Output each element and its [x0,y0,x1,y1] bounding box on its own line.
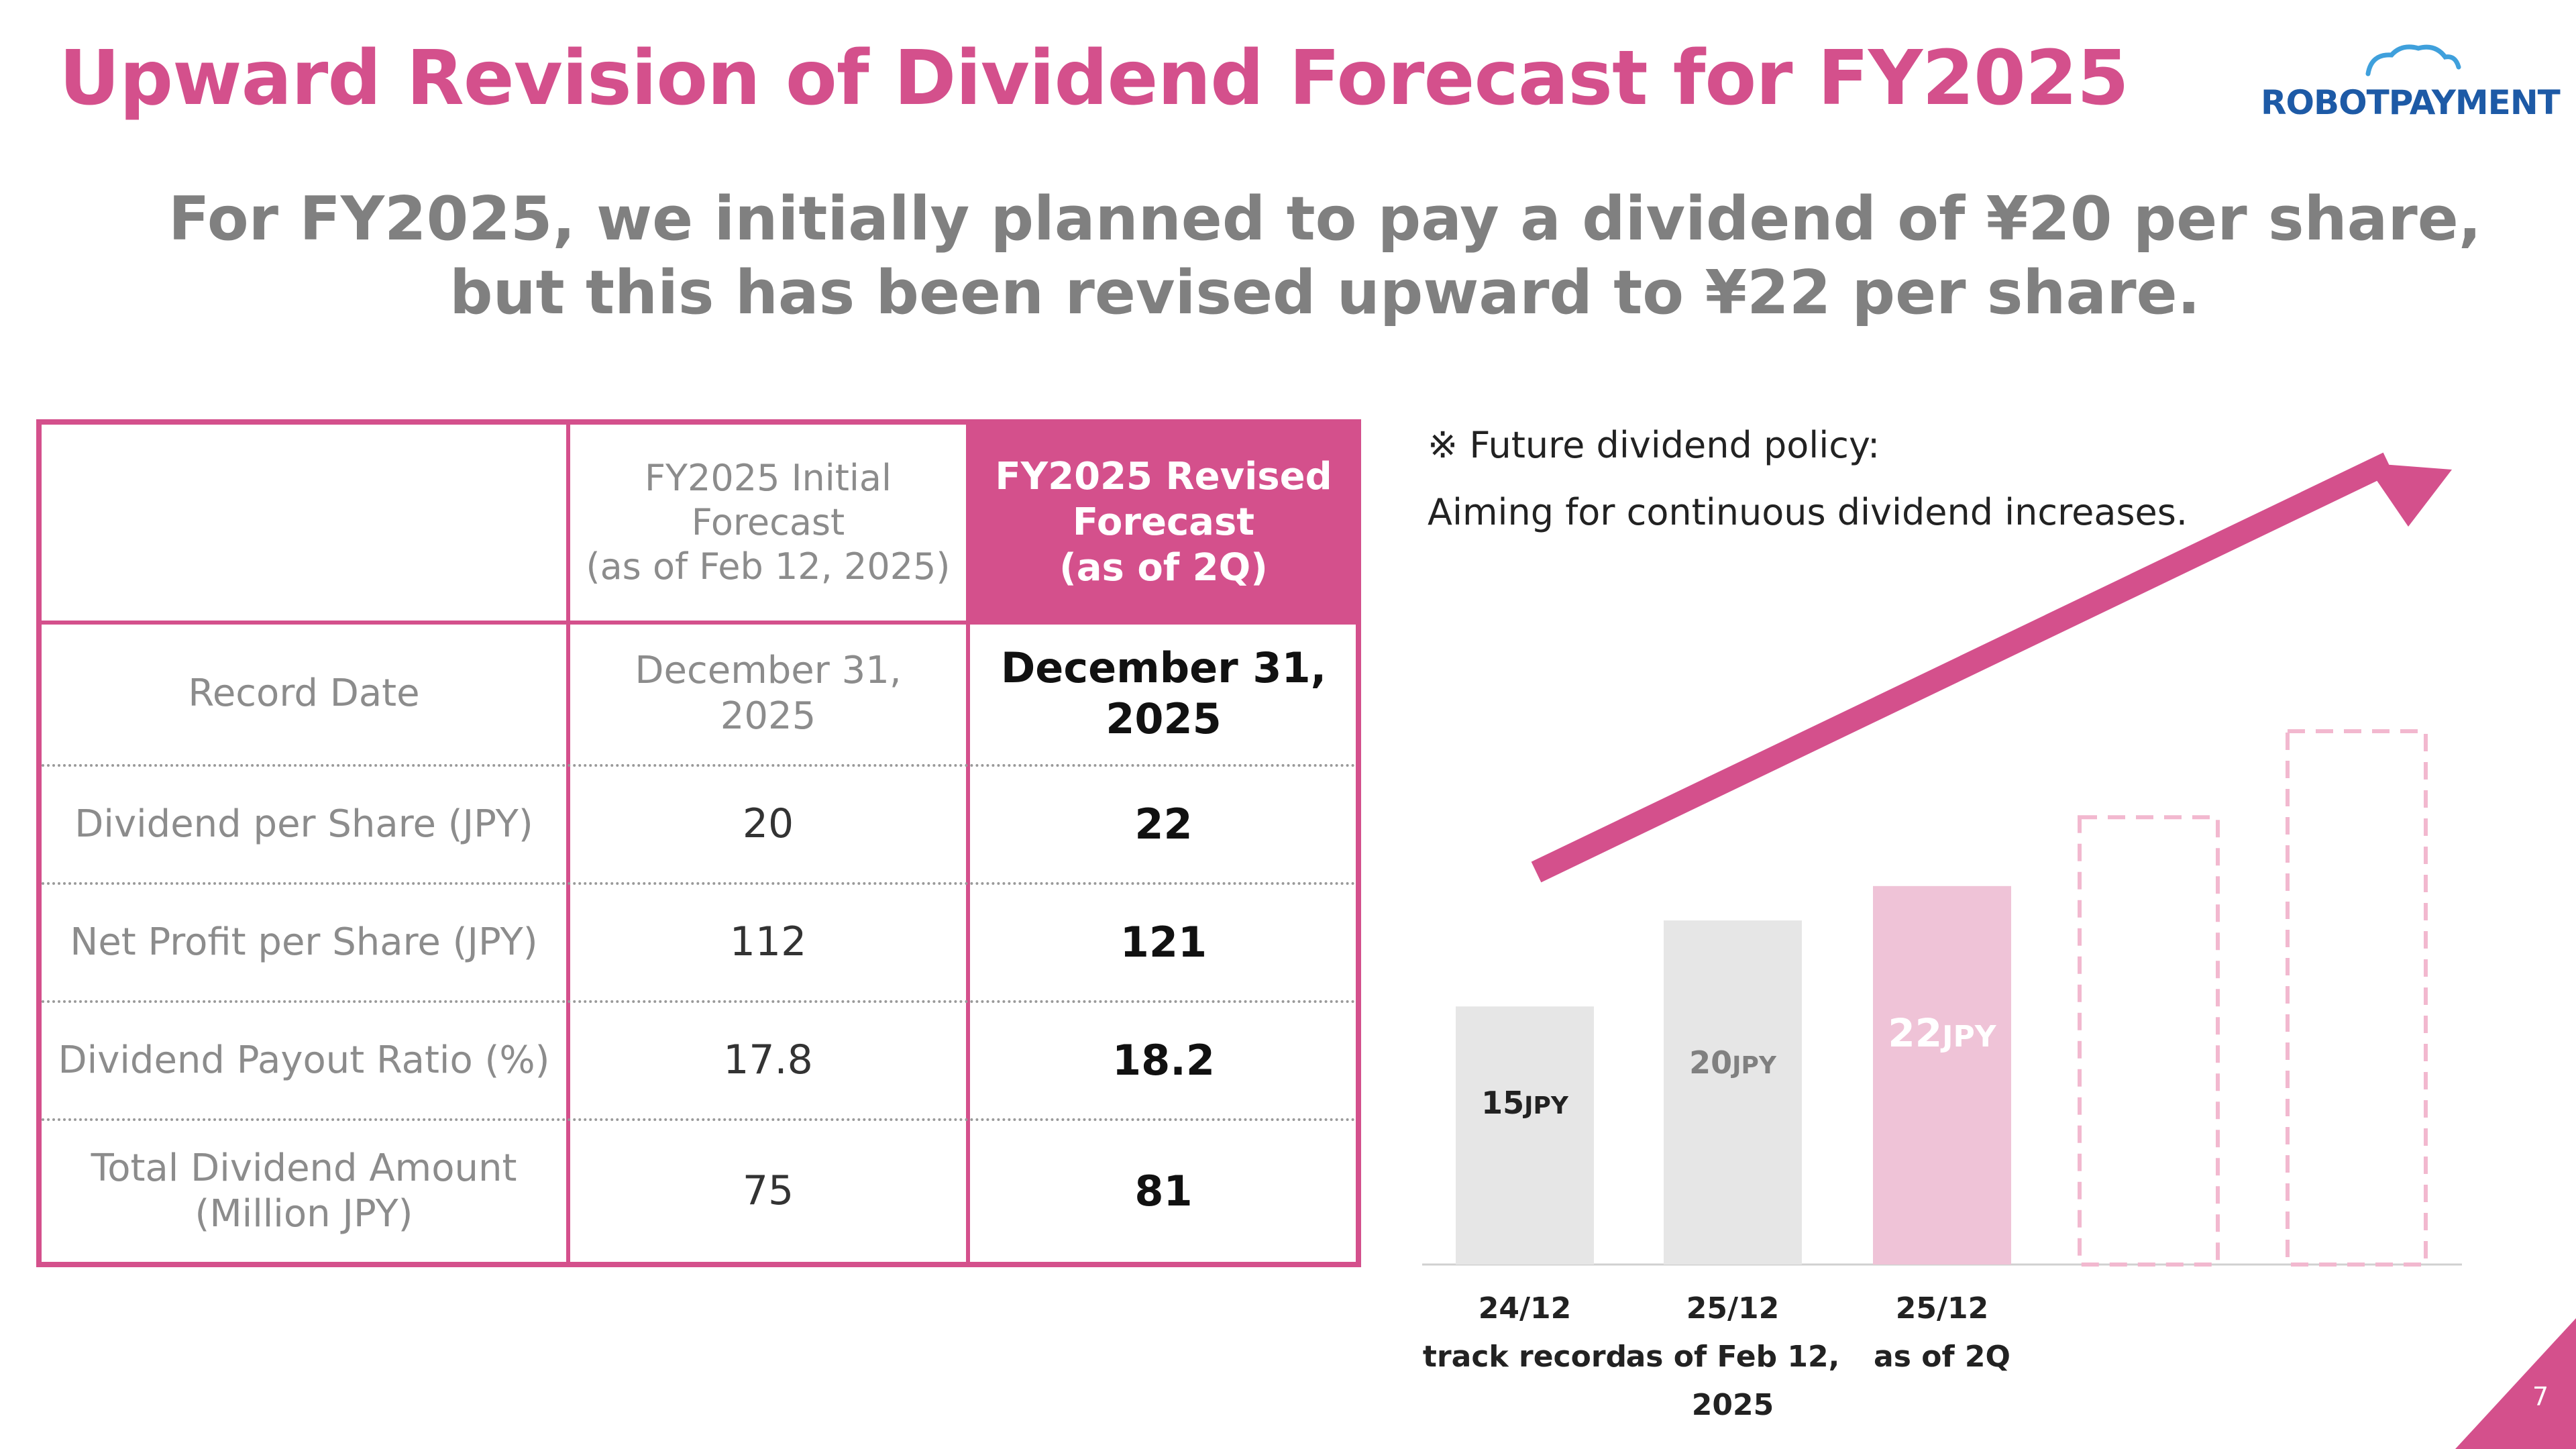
row-label-net-profit-per-share: Net Profit per Share (JPY) [42,885,566,1000]
trend-arrow-head [2365,463,2452,527]
cell-text: December 31, [635,648,902,692]
cell-revised-payout-ratio: 18.2 [970,1003,1357,1118]
cell-initial-net-profit-per-share: 112 [570,885,966,1000]
cell-text: December 31, [1000,643,1327,693]
row-label-text: Total Dividend Amount [91,1146,517,1190]
cell-text: 20 [742,800,794,848]
row-label-text: (Million JPY) [195,1192,413,1236]
logo-word-robot: ROBOT [2261,83,2390,122]
bar-value-label: 22JPY [1888,1010,1996,1056]
cell-text: 121 [1120,918,1208,967]
subtitle-line-1: For FY2025, we initially planned to pay … [168,184,2481,254]
x-tick-label: 2025 [1692,1388,1774,1422]
row-label-record-date: Record Date [42,625,566,763]
cell-revised-dividend-per-share: 22 [970,767,1357,882]
row-label-text: Net Profit per Share (JPY) [70,920,538,964]
table-divider [566,425,570,1262]
cell-revised-total-dividend: 81 [970,1121,1357,1262]
row-label-text: Dividend per Share (JPY) [74,802,533,846]
future-bar-placeholder [2286,729,2428,1267]
policy-heading: ※ Future dividend policy: [1428,424,1880,466]
cell-text: 81 [1134,1167,1193,1216]
page-title: Upward Revision of Dividend Forecast for… [59,35,2129,122]
subtitle: For FY2025, we initially planned to pay … [0,182,2576,330]
table-divider [966,425,970,1262]
table-divider [42,621,1356,625]
x-tick-label: 24/12 [1479,1291,1572,1326]
row-label-dividend-per-share: Dividend per Share (JPY) [42,767,566,882]
dividend-forecast-table: FY2025 Initial Forecast (as of Feb 12, 2… [36,419,1361,1267]
cell-text: 18.2 [1112,1036,1215,1085]
cell-initial-total-dividend: 75 [570,1121,966,1262]
x-tick-label: as of 2Q [1874,1340,2010,1374]
trend-arrow-shaft [1531,452,2394,883]
bar-value-label: 15JPY [1481,1085,1569,1121]
cloud-icon [2365,44,2461,76]
x-tick-label: 25/12 [1686,1291,1780,1326]
row-label-total-dividend: Total Dividend Amount (Million JPY) [42,1121,566,1262]
table-corner-cell [42,425,566,621]
header-revised-line: Forecast [1072,500,1255,544]
table-row-separator [42,1000,1356,1003]
header-initial-line: Forecast [691,501,845,544]
chart-bar [1664,920,1802,1265]
header-initial-line: (as of Feb 12, 2025) [586,545,951,588]
row-label-payout-ratio: Dividend Payout Ratio (%) [42,1003,566,1118]
table-row-separator [42,1118,1356,1121]
policy-text: Aiming for continuous dividend increases… [1428,491,2188,533]
company-logo: ROBOTPAYMENT [2254,40,2561,127]
bar-value-label: 20JPY [1689,1044,1777,1081]
cell-text: 2025 [720,694,816,738]
table-row-separator [42,882,1356,885]
cell-text: 22 [1134,800,1193,849]
header-revised-line: FY2025 Revised [995,454,1332,498]
cell-revised-record-date: December 31, 2025 [970,625,1357,763]
cell-text: 112 [729,918,807,966]
future-bar-placeholder [2078,815,2220,1267]
row-label-text: Dividend Payout Ratio (%) [58,1038,550,1082]
cell-initial-dividend-per-share: 20 [570,767,966,882]
dividend-bar-chart: 15JPY 24/12 track record 20JPY 25/12 as of Fe… [1422,452,2462,1422]
page-number: 7 [2532,1382,2549,1411]
x-tick-label: track record [1423,1340,1627,1374]
chart-bar [1873,885,2011,1265]
header-revised-forecast: FY2025 Revised Forecast (as of 2Q) [970,425,1357,621]
cell-text: 17.8 [723,1036,813,1084]
header-revised-line: (as of 2Q) [1059,546,1268,590]
page-corner-triangle [2455,1318,2576,1449]
cell-revised-net-profit-per-share: 121 [970,885,1357,1000]
cell-initial-record-date: December 31, 2025 [570,625,966,763]
row-label-text: Record Date [188,671,420,715]
cell-initial-payout-ratio: 17.8 [570,1003,966,1118]
cell-text: 2025 [1106,694,1222,743]
cell-text: 75 [742,1167,794,1215]
x-tick-label: as of Feb 12, [1626,1340,1840,1374]
header-initial-line: FY2025 Initial [644,457,892,500]
table-row-separator [42,764,1356,767]
logo-word-payment: PAYMENT [2388,83,2561,122]
subtitle-line-2: but this has been revised upward to ¥22 … [449,258,2200,328]
chart-bar [1456,1006,1594,1265]
x-tick-label: 25/12 [1896,1291,1989,1326]
header-initial-forecast: FY2025 Initial Forecast (as of Feb 12, 2… [570,425,966,621]
